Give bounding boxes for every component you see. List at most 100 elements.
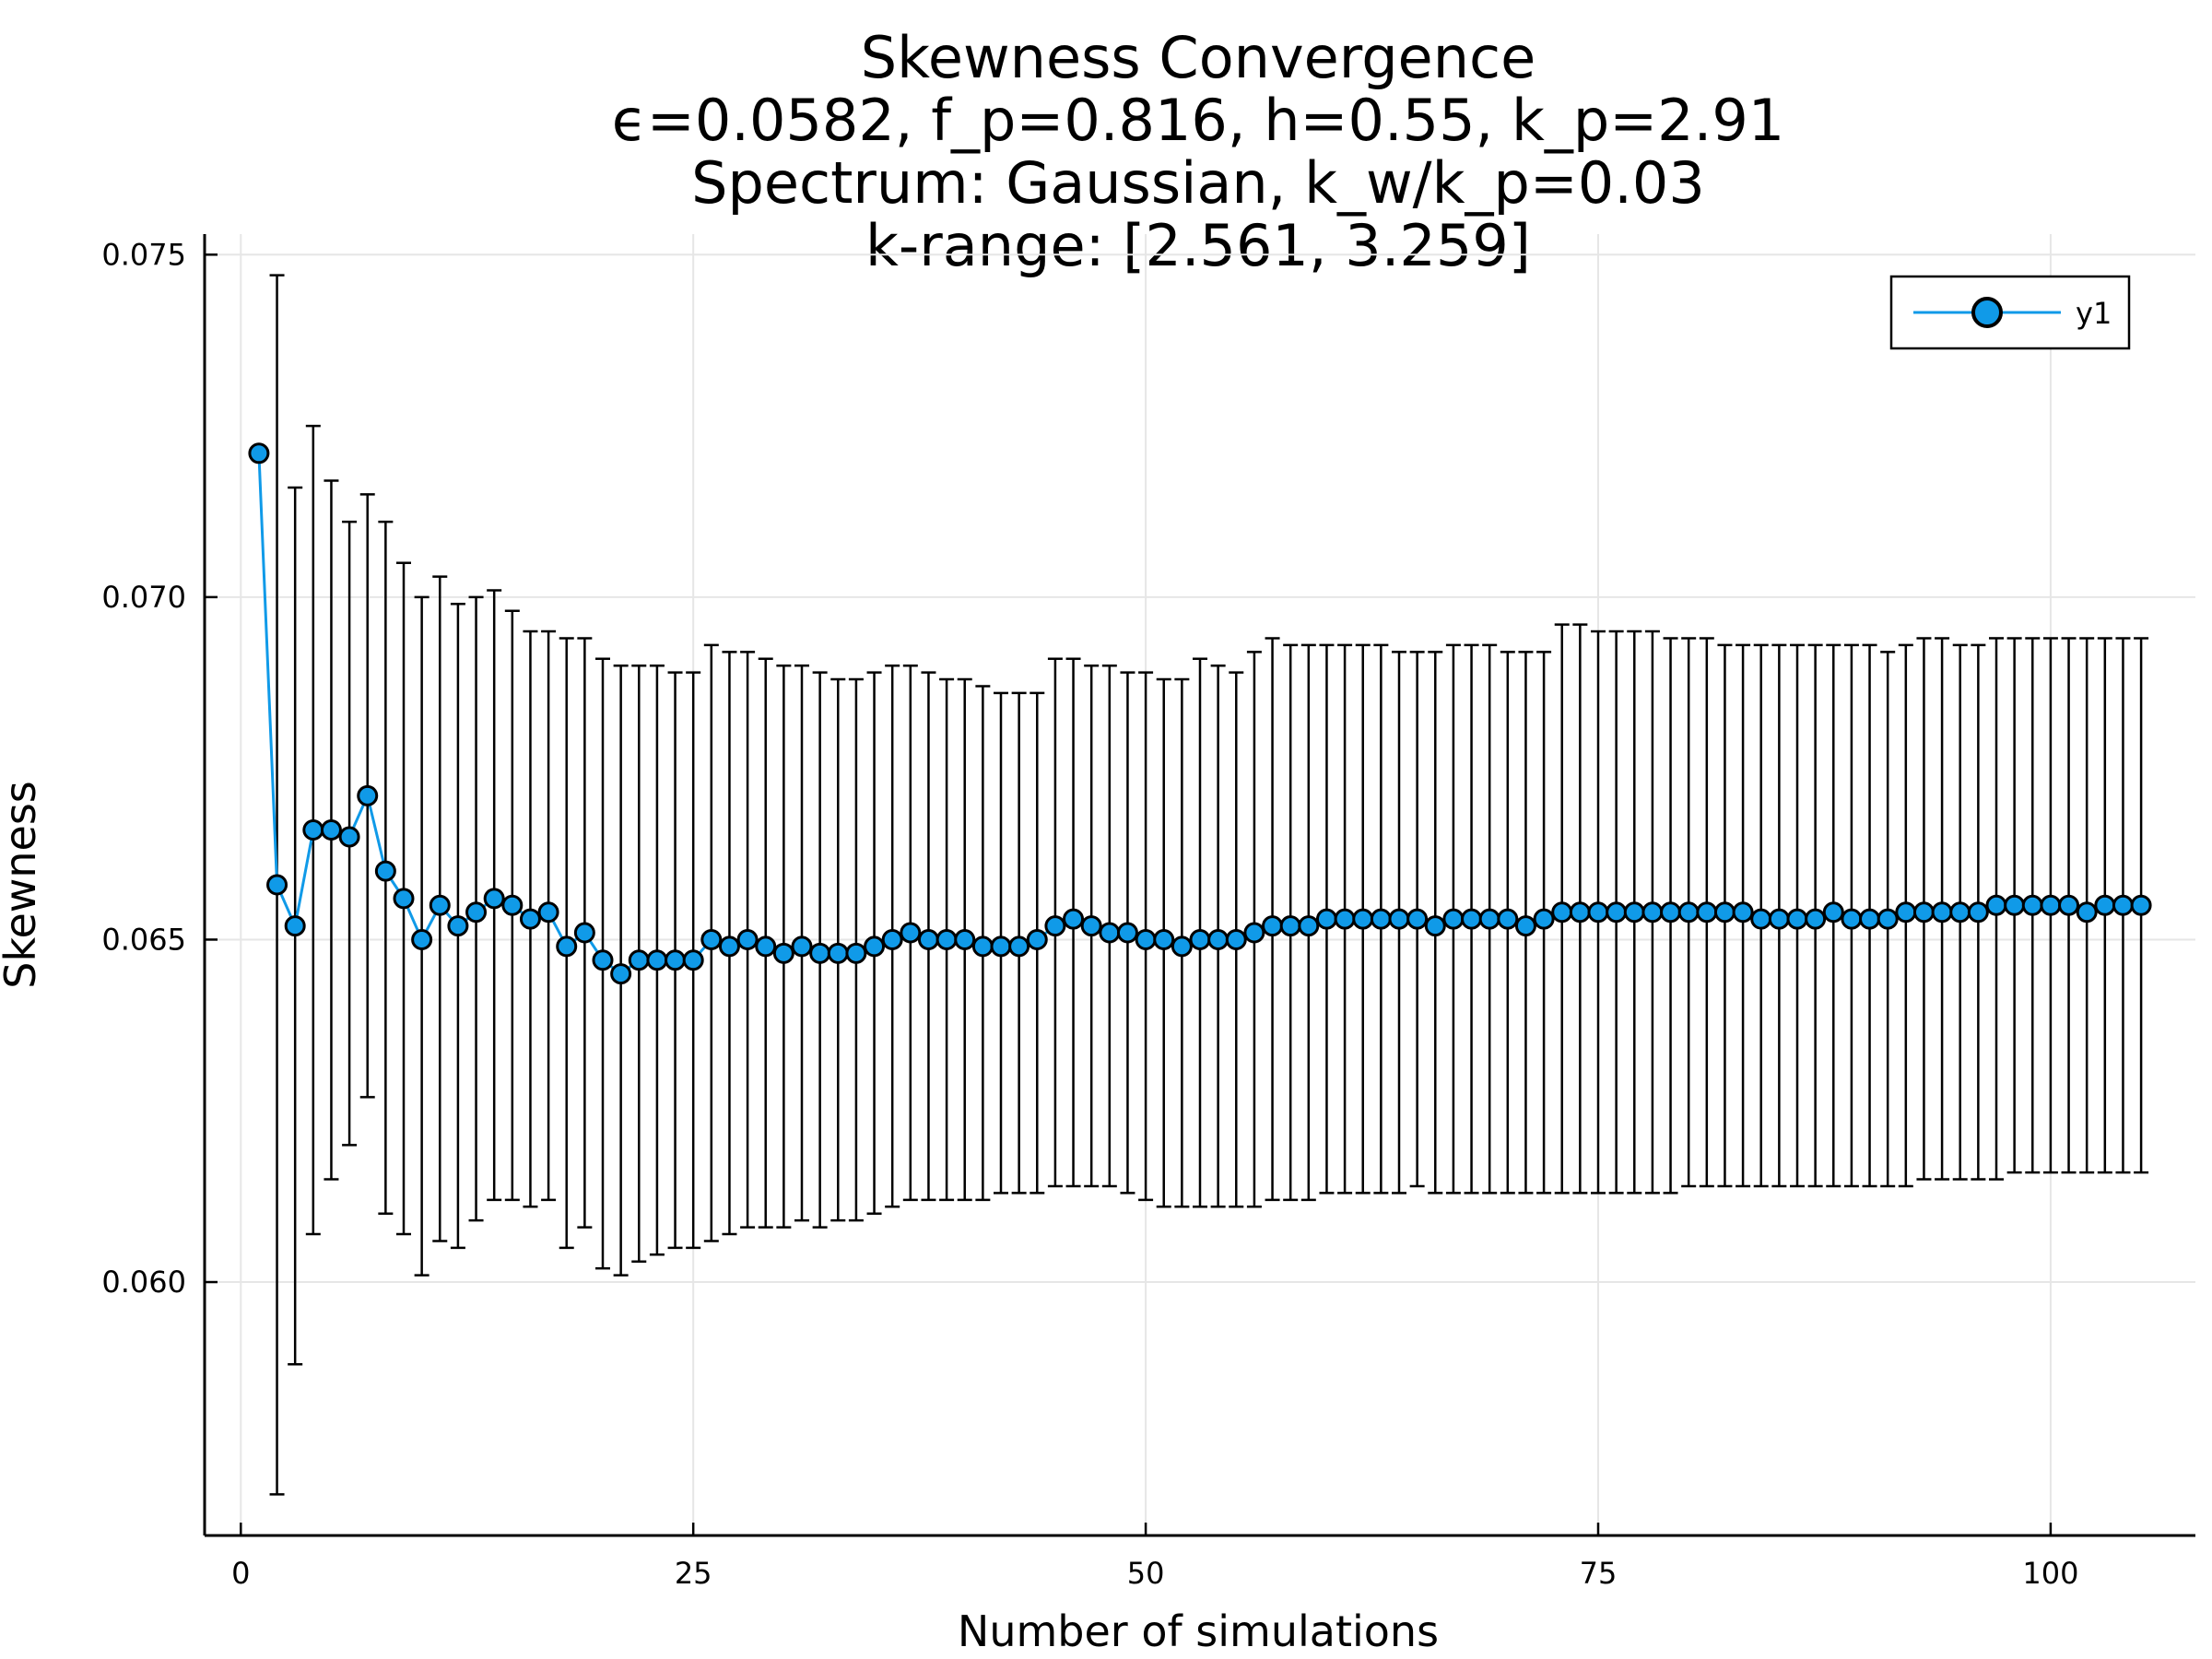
x-tick-label-0: 0	[231, 1556, 250, 1591]
data-point	[971, 935, 994, 958]
data-point	[917, 928, 939, 950]
data-point	[1135, 928, 1157, 950]
data-point	[736, 928, 759, 950]
data-point	[718, 935, 740, 958]
data-point	[1931, 901, 1953, 924]
data-point	[556, 935, 578, 958]
data-point	[501, 894, 524, 916]
data-point	[266, 874, 288, 896]
data-point	[1334, 908, 1356, 930]
data-point	[610, 963, 632, 985]
data-point	[1713, 901, 1735, 924]
data-point	[1587, 901, 1609, 924]
data-point	[302, 819, 324, 841]
data-point	[1262, 915, 1284, 937]
x-tick-label-2: 50	[1127, 1556, 1165, 1591]
data-point	[447, 915, 469, 937]
data-point	[755, 935, 777, 958]
data-point	[1026, 928, 1048, 950]
title-line-4: k-range: [2.561, 3.259]	[865, 212, 1531, 279]
data-point	[573, 922, 595, 944]
series-markers-y1	[248, 442, 2152, 985]
data-point	[665, 949, 687, 971]
data-point	[1677, 901, 1700, 924]
data-point	[1424, 915, 1446, 937]
data-point	[1189, 928, 1211, 950]
data-point	[1442, 908, 1465, 930]
data-point	[393, 888, 415, 910]
data-point	[1478, 908, 1500, 930]
data-point	[429, 894, 451, 916]
y-tick-label-2: 0.070	[101, 580, 186, 615]
data-point	[827, 942, 849, 964]
x-tick-label-3: 75	[1580, 1556, 1618, 1591]
data-point	[2130, 894, 2152, 916]
data-point	[1732, 901, 1754, 924]
data-point	[1569, 901, 1591, 924]
data-point	[772, 942, 794, 964]
data-point	[592, 949, 614, 971]
data-point	[519, 908, 541, 930]
data-point	[990, 935, 1012, 958]
legend: y1	[1889, 275, 2131, 350]
data-point	[1080, 915, 1102, 937]
data-point	[1786, 908, 1808, 930]
data-point	[465, 901, 488, 924]
data-point	[1370, 908, 1392, 930]
data-point	[935, 928, 958, 950]
x-axis-ticks: 0 25 50 75 100	[231, 1523, 2078, 1591]
data-point	[1099, 922, 1121, 944]
data-point	[682, 949, 704, 971]
data-point	[1461, 908, 1483, 930]
y-axis-ticks: 0.060 0.065 0.070 0.075	[101, 237, 218, 1300]
data-point	[791, 935, 813, 958]
data-point	[1116, 922, 1138, 944]
data-point	[646, 949, 668, 971]
data-point	[374, 860, 396, 882]
data-point	[411, 928, 433, 950]
axes	[203, 234, 2195, 1537]
y-tick-label-0: 0.060	[101, 1265, 186, 1300]
data-point	[809, 942, 831, 964]
data-point	[1949, 901, 1971, 924]
legend-label-y1: y1	[2076, 296, 2112, 331]
data-point	[954, 928, 976, 950]
data-point	[700, 928, 723, 950]
data-point	[1315, 908, 1337, 930]
data-point	[1533, 908, 1555, 930]
data-point	[1822, 901, 1844, 924]
x-tick-label-4: 100	[2022, 1556, 2078, 1591]
data-point	[537, 901, 559, 924]
title-line-2: ϵ=0.0582, f_p=0.816, h=0.55, k_p=2.91	[612, 87, 1784, 154]
data-point	[1967, 901, 1989, 924]
data-point	[1895, 901, 1917, 924]
y-tick-label-1: 0.065	[101, 922, 186, 957]
data-point	[2094, 894, 2116, 916]
data-point	[2040, 894, 2062, 916]
data-point	[2021, 894, 2043, 916]
data-point	[1406, 908, 1429, 930]
data-point	[1985, 894, 2007, 916]
data-point	[1750, 908, 1772, 930]
data-point	[1225, 928, 1247, 950]
data-point	[900, 922, 922, 944]
data-point	[881, 928, 903, 950]
data-point	[284, 915, 306, 937]
data-point	[2004, 894, 2026, 916]
y-tick-label-3: 0.075	[101, 237, 186, 272]
data-point	[357, 784, 379, 806]
data-point	[1153, 928, 1175, 950]
data-point	[1207, 928, 1230, 950]
data-point	[1388, 908, 1410, 930]
title-line-3: Spectrum: Gaussian, k_w/k_p=0.03	[691, 149, 1705, 217]
data-point	[1551, 901, 1573, 924]
data-point	[1768, 908, 1790, 930]
data-point	[628, 949, 650, 971]
data-point	[2076, 901, 2098, 924]
data-point	[1877, 908, 1899, 930]
y-axis-label: Skewness	[0, 781, 45, 989]
data-point	[248, 442, 270, 465]
data-point	[338, 826, 360, 848]
